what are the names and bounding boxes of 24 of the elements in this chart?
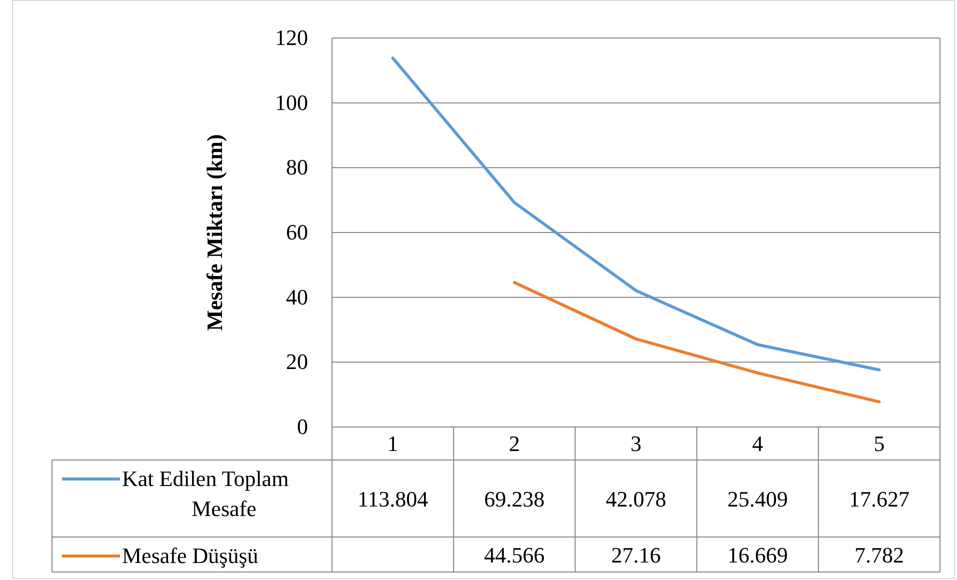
- x-tick-label: 2: [508, 431, 520, 456]
- y-tick-label: 60: [286, 220, 308, 245]
- y-tick-label: 80: [286, 154, 308, 180]
- x-tick-label: 3: [630, 431, 642, 456]
- data-label: 7.782: [854, 542, 904, 568]
- data-label: 69.238: [484, 486, 545, 512]
- data-label: 27.16: [611, 542, 661, 568]
- y-tick-label: 100: [275, 90, 308, 115]
- y-tick-label: 0: [297, 414, 308, 440]
- legend-label: Mesafe Düşüşü: [122, 543, 258, 568]
- y-tick-label: 40: [286, 284, 308, 310]
- x-tick-label: 5: [874, 431, 885, 456]
- x-tick-label: 1: [387, 431, 398, 456]
- legend-label: Kat Edilen Toplam Mesafe: [122, 466, 289, 521]
- data-label: 16.669: [727, 542, 788, 568]
- y-axis-title: Mesafe Miktarı (km): [202, 134, 227, 331]
- data-label: 113.804: [357, 486, 428, 512]
- data-label: 42.078: [606, 486, 666, 512]
- y-tick-label: 20: [286, 349, 308, 374]
- y-tick-label: 120: [275, 25, 308, 50]
- data-label: 17.627: [848, 486, 910, 512]
- data-label: 44.566: [484, 542, 545, 568]
- x-tick-label: 4: [752, 431, 764, 456]
- data-label: 25.409: [727, 486, 788, 512]
